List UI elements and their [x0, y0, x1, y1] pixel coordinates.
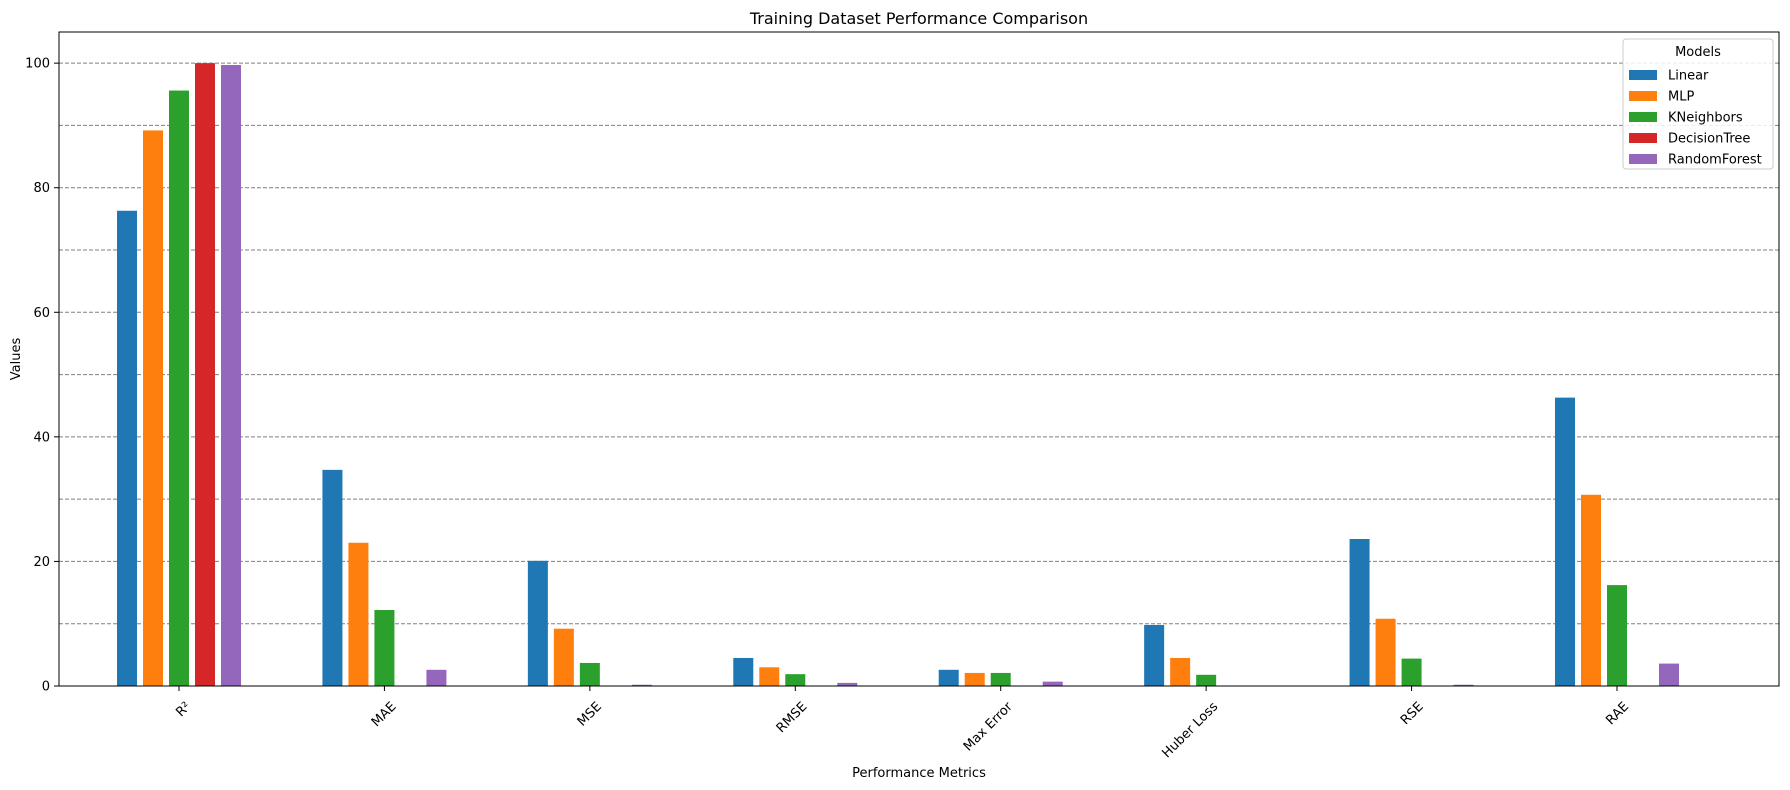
y-tick-label: 40	[33, 430, 50, 445]
bar-mlp-5	[1170, 657, 1191, 686]
legend-label-decisiontree: DecisionTree	[1668, 132, 1750, 147]
bar-decisiontree-0	[195, 63, 215, 686]
bar-mlp-1	[348, 542, 369, 686]
y-axis: 0 20 40 60 80 100	[25, 57, 59, 695]
bars	[117, 63, 1679, 687]
legend-swatch-randomforest	[1629, 154, 1657, 164]
y-axis-title: Values	[9, 338, 24, 381]
y-tick-label: 20	[33, 555, 50, 570]
legend-items: Linear MLP KNeighbors DecisionTree RandomFor…	[1629, 69, 1762, 168]
bar-mlp-2	[553, 628, 574, 686]
x-tick-label: RMSE	[774, 699, 811, 736]
bar-linear-4	[938, 669, 959, 686]
legend-label-mlp: MLP	[1668, 90, 1694, 105]
chart-title: Training Dataset Performance Comparison	[749, 9, 1088, 28]
bar-linear-7	[1555, 397, 1575, 686]
y-tick-label: 100	[25, 57, 50, 72]
x-tick-label: MSE	[575, 699, 605, 729]
bar-mlp-3	[759, 667, 780, 686]
bar-linear-0	[117, 210, 137, 686]
bar-randomforest-4	[1042, 681, 1063, 686]
bar-randomforest-7	[1659, 663, 1679, 686]
legend: Models Linear MLP KNeighbors DecisionTree Ra…	[1622, 38, 1774, 170]
legend-box	[1622, 38, 1774, 170]
bar-kneighbors-0	[169, 90, 189, 686]
y-tick-label: 80	[33, 181, 50, 196]
bar-mlp-7	[1581, 494, 1601, 686]
y-tick-label: 60	[33, 306, 50, 321]
x-tick-label: R²	[173, 699, 194, 720]
bar-linear-2	[527, 560, 548, 686]
bar-kneighbors-4	[990, 672, 1011, 686]
legend-label-linear: Linear	[1668, 69, 1709, 84]
bar-mlp-0	[143, 130, 163, 686]
x-tick-label: Max Error	[961, 699, 1016, 754]
legend-swatch-linear	[1629, 70, 1657, 80]
bar-mlp-4	[964, 672, 985, 686]
bar-randomforest-0	[221, 65, 241, 687]
bar-randomforest-2	[631, 684, 652, 686]
legend-title: Models	[1675, 45, 1721, 60]
legend-label-randomforest: RandomForest	[1668, 153, 1762, 168]
x-axis-title: Performance Metrics	[852, 766, 986, 781]
grid-lines	[59, 62, 1779, 625]
bar-kneighbors-6	[1401, 658, 1422, 686]
legend-label-kneighbors: KNeighbors	[1668, 111, 1743, 126]
bar-linear-1	[322, 469, 343, 686]
bar-randomforest-1	[426, 669, 447, 686]
legend-swatch-decisiontree	[1629, 133, 1657, 143]
bar-kneighbors-1	[374, 610, 395, 686]
bar-mlp-6	[1375, 618, 1396, 686]
x-tick-label: RAE	[1603, 699, 1632, 728]
x-tick-label: RSE	[1398, 699, 1427, 728]
x-tick-label: Huber Loss	[1159, 699, 1221, 761]
bar-kneighbors-7	[1607, 585, 1627, 686]
bar-randomforest-3	[837, 682, 858, 686]
x-axis: R² MAE MSE RMSE Max Error Huber Loss RSE RAE	[173, 686, 1632, 761]
plot-frame	[58, 31, 1780, 687]
bar-linear-3	[733, 657, 754, 686]
y-tick-label: 0	[42, 680, 50, 695]
legend-swatch-kneighbors	[1629, 112, 1657, 122]
bar-linear-6	[1349, 539, 1370, 686]
bar-kneighbors-5	[1196, 674, 1217, 686]
bar-kneighbors-3	[785, 674, 806, 686]
x-tick-label: MAE	[369, 699, 400, 730]
bar-randomforest-6	[1453, 684, 1474, 686]
legend-swatch-mlp	[1629, 91, 1657, 101]
bar-kneighbors-2	[579, 662, 600, 686]
bar-linear-5	[1144, 624, 1165, 686]
